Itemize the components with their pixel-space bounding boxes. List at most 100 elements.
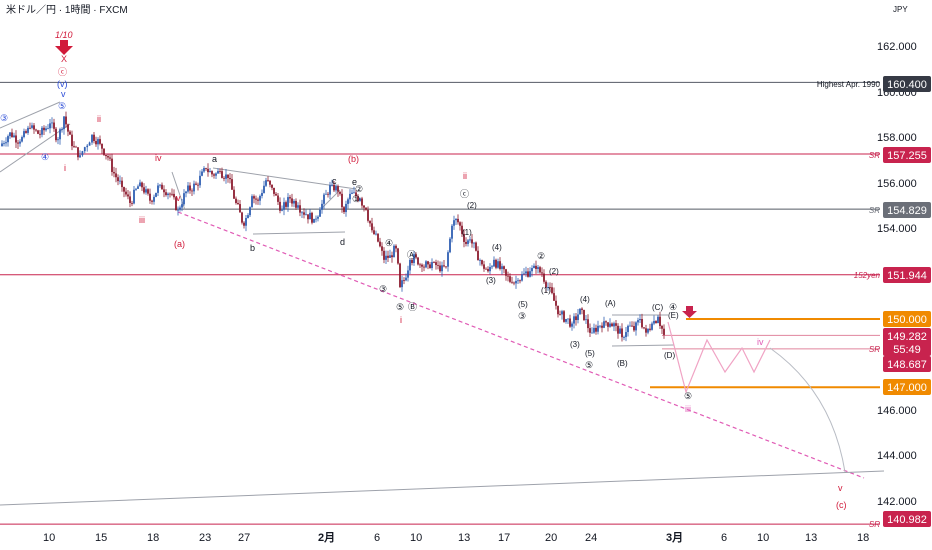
candle-body	[37, 130, 39, 134]
x-tick: 3月	[666, 531, 683, 544]
candle-body	[469, 239, 471, 241]
candle-body	[269, 180, 271, 185]
candle-body	[547, 287, 549, 288]
wave-label: (b)	[348, 154, 359, 164]
candle-body	[411, 259, 413, 263]
candle-body	[465, 241, 467, 244]
candle-body	[455, 218, 457, 221]
badge-text: 140.982	[887, 514, 927, 526]
candle-body	[659, 316, 661, 327]
candle-body	[285, 202, 287, 207]
candle-body	[55, 128, 57, 141]
candle-body	[153, 196, 155, 202]
candle-body	[51, 122, 53, 124]
wave-label: (4)	[580, 295, 590, 304]
wave-label: (1)	[541, 286, 551, 295]
candle-body	[457, 218, 459, 223]
candle-body	[233, 189, 235, 199]
candle-body	[367, 209, 369, 221]
candle-body	[287, 197, 289, 207]
candle-body	[621, 328, 623, 338]
y-tick: 156.000	[877, 178, 917, 190]
x-tick: 23	[199, 532, 211, 544]
candle-body	[353, 192, 355, 194]
wave-label: iv	[155, 153, 162, 163]
candle-body	[555, 300, 557, 306]
channel-line	[0, 101, 61, 129]
wave-label: (2)	[549, 267, 559, 276]
candle-body	[255, 198, 257, 200]
candle-body	[265, 180, 267, 186]
wave-label: i	[64, 163, 66, 173]
triangle-line	[252, 231, 346, 235]
badge-text: 151.944	[887, 270, 927, 282]
candle-body	[335, 186, 337, 191]
badge-148687	[883, 356, 931, 372]
wave-labels: 1/10 X ⓒ (v) v ⑤ ③ ④ ii i iv iii v (a) (…	[0, 30, 847, 510]
wave-label: b	[250, 243, 255, 253]
candle-body	[343, 207, 345, 213]
candle-body	[297, 205, 299, 208]
candle-body	[467, 240, 469, 244]
candle-body	[487, 269, 489, 272]
level-label: SR	[869, 206, 880, 215]
candle-body	[203, 168, 205, 172]
candle-body	[131, 202, 133, 204]
wave-label: Ⓑ	[408, 302, 417, 312]
candle-body	[103, 148, 105, 155]
y-tick: 162.000	[877, 41, 917, 53]
candle-body	[565, 319, 567, 322]
candle-body	[261, 192, 263, 196]
wave-label: a	[212, 154, 217, 164]
x-tick: 10	[43, 532, 55, 544]
wave-label: d	[340, 237, 345, 247]
candle-body	[477, 250, 479, 261]
chart-symbol-title: 米ドル／円 · 1時間 · FXCM	[6, 3, 128, 16]
candle-body	[113, 171, 115, 174]
candle-body	[67, 124, 69, 132]
candle-body	[553, 293, 555, 301]
candle-body	[519, 280, 521, 282]
candle-body	[443, 265, 445, 267]
candle-body	[123, 187, 125, 192]
badge-151944	[883, 267, 931, 283]
badge-text: 160.400	[887, 79, 927, 91]
candle-body	[417, 257, 419, 265]
candle-body	[517, 280, 519, 282]
candle-body	[299, 205, 301, 213]
candle-body	[59, 129, 61, 140]
candle-body	[391, 255, 393, 258]
candle-body	[625, 332, 627, 338]
candle-body	[615, 323, 617, 326]
candle-body	[75, 146, 77, 148]
candle-body	[45, 128, 47, 131]
candle-body	[349, 193, 351, 200]
candle-body	[27, 127, 29, 133]
candle-body	[575, 316, 577, 321]
candle-body	[381, 246, 383, 251]
candle-body	[137, 186, 139, 189]
x-tick: 2月	[318, 531, 335, 544]
candle-body	[435, 262, 437, 266]
candle-body	[227, 174, 229, 178]
candle-body	[351, 192, 353, 194]
candle-body	[595, 327, 597, 332]
candle-body	[293, 200, 295, 204]
candle-body	[653, 321, 655, 324]
candle-body	[357, 196, 359, 201]
y-tick: 158.000	[877, 132, 917, 144]
wave-label: (1)	[462, 228, 472, 237]
candle-body	[445, 266, 447, 268]
candle-body	[609, 323, 611, 327]
wave-label: (C)	[652, 303, 663, 312]
candle-body	[533, 265, 535, 269]
candle-body	[571, 323, 573, 327]
x-tick: 20	[545, 532, 557, 544]
candle-body	[551, 287, 553, 294]
candle-body	[307, 214, 309, 220]
candle-body	[101, 143, 103, 149]
wave-label: ④	[41, 152, 49, 162]
candle-body	[189, 185, 191, 191]
candle-body	[585, 319, 587, 321]
